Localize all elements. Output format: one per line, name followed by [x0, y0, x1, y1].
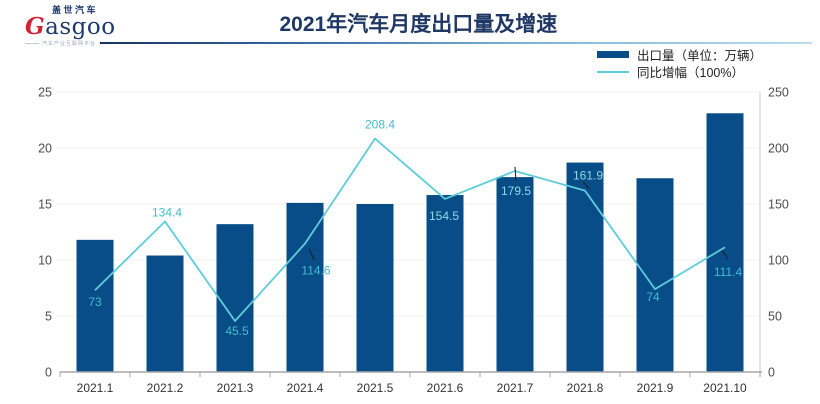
export-volume-bar	[356, 204, 394, 372]
x-axis-label: 2021.6	[427, 381, 464, 395]
export-volume-bar	[286, 202, 324, 372]
gasgoo-logo: 盖世汽车 Gasgoo 汽车产业互联网平台	[25, 5, 120, 47]
right-axis-tick-label: 100	[768, 254, 789, 268]
data-label-leader	[308, 248, 315, 260]
yoy-data-label: 111.4	[714, 265, 743, 279]
logo-chinese-text: 盖世汽车	[52, 5, 99, 15]
legend-item-yoy-growth: 同比增幅（100%）	[597, 63, 762, 80]
x-axis-label: 2021.10	[703, 381, 747, 395]
tagline-text: 汽车产业互联网平台	[42, 41, 97, 47]
export-volume-bar	[566, 162, 604, 372]
yoy-data-label: 45.5	[225, 324, 249, 338]
x-axis-label: 2021.2	[147, 381, 184, 395]
left-axis-tick-label: 25	[38, 86, 52, 100]
left-axis-tick-label: 20	[38, 142, 52, 156]
logo-wordmark-rest: asgoo	[45, 14, 116, 40]
chart-title: 2021年汽车月度出口量及增速	[279, 13, 558, 36]
export-volume-bar	[76, 239, 114, 372]
x-axis-label: 2021.3	[217, 381, 254, 395]
export-volume-bar	[636, 178, 674, 372]
legend: 出口量（单位：万辆） 同比增幅（100%）	[597, 46, 762, 80]
data-label-leader	[582, 181, 590, 189]
export-volume-bar	[146, 255, 184, 372]
bar-series-swatch	[597, 51, 629, 58]
yoy-data-label: 73	[88, 295, 102, 309]
x-axis-label: 2021.7	[497, 381, 534, 395]
header-divider	[100, 42, 812, 44]
x-axis-label: 2021.1	[77, 381, 114, 395]
left-axis-tick-label: 5	[45, 310, 52, 324]
data-label-leader	[514, 166, 517, 181]
export-volume-bar	[216, 224, 254, 372]
x-axis-label: 2021.5	[357, 381, 394, 395]
legend-label-export-volume: 出口量（单位：万辆）	[637, 49, 763, 63]
x-axis-label: 2021.4	[287, 381, 324, 395]
export-volume-bar	[426, 195, 464, 372]
x-axis-label: 2021.8	[567, 381, 604, 395]
yoy-data-label: 154.5	[429, 209, 459, 223]
right-axis-tick-label: 150	[768, 198, 789, 212]
left-axis-tick-label: 0	[45, 366, 52, 380]
x-axis-label: 2021.9	[637, 381, 674, 395]
right-axis-tick-label: 0	[768, 366, 775, 380]
yoy-data-label: 208.4	[365, 118, 395, 132]
logo-g-glyph: G	[25, 13, 46, 40]
line-series-swatch	[597, 70, 629, 73]
legend-label-yoy-growth: 同比增幅（100%）	[637, 66, 744, 80]
yoy-growth-line	[94, 137, 726, 322]
yoy-data-label: 161.9	[573, 169, 603, 183]
right-axis-tick-label: 50	[768, 310, 782, 324]
yoy-data-label: 74	[646, 290, 660, 304]
legend-item-export-volume: 出口量（单位：万辆）	[597, 46, 762, 63]
export-volume-bar	[496, 177, 534, 372]
right-axis-tick-label: 250	[768, 86, 789, 100]
left-axis-tick-label: 10	[38, 254, 52, 268]
right-axis-tick-label: 200	[768, 142, 789, 156]
data-label-leader	[721, 249, 729, 260]
yoy-data-label: 179.5	[501, 184, 531, 198]
yoy-data-label: 134.4	[152, 205, 182, 219]
export-volume-bar	[706, 113, 744, 372]
left-axis-tick-label: 15	[38, 198, 52, 212]
yoy-data-label: 114.6	[301, 264, 330, 278]
tagline-rule-left	[25, 43, 39, 44]
logo-wordmark: Gasgoo	[25, 13, 120, 40]
